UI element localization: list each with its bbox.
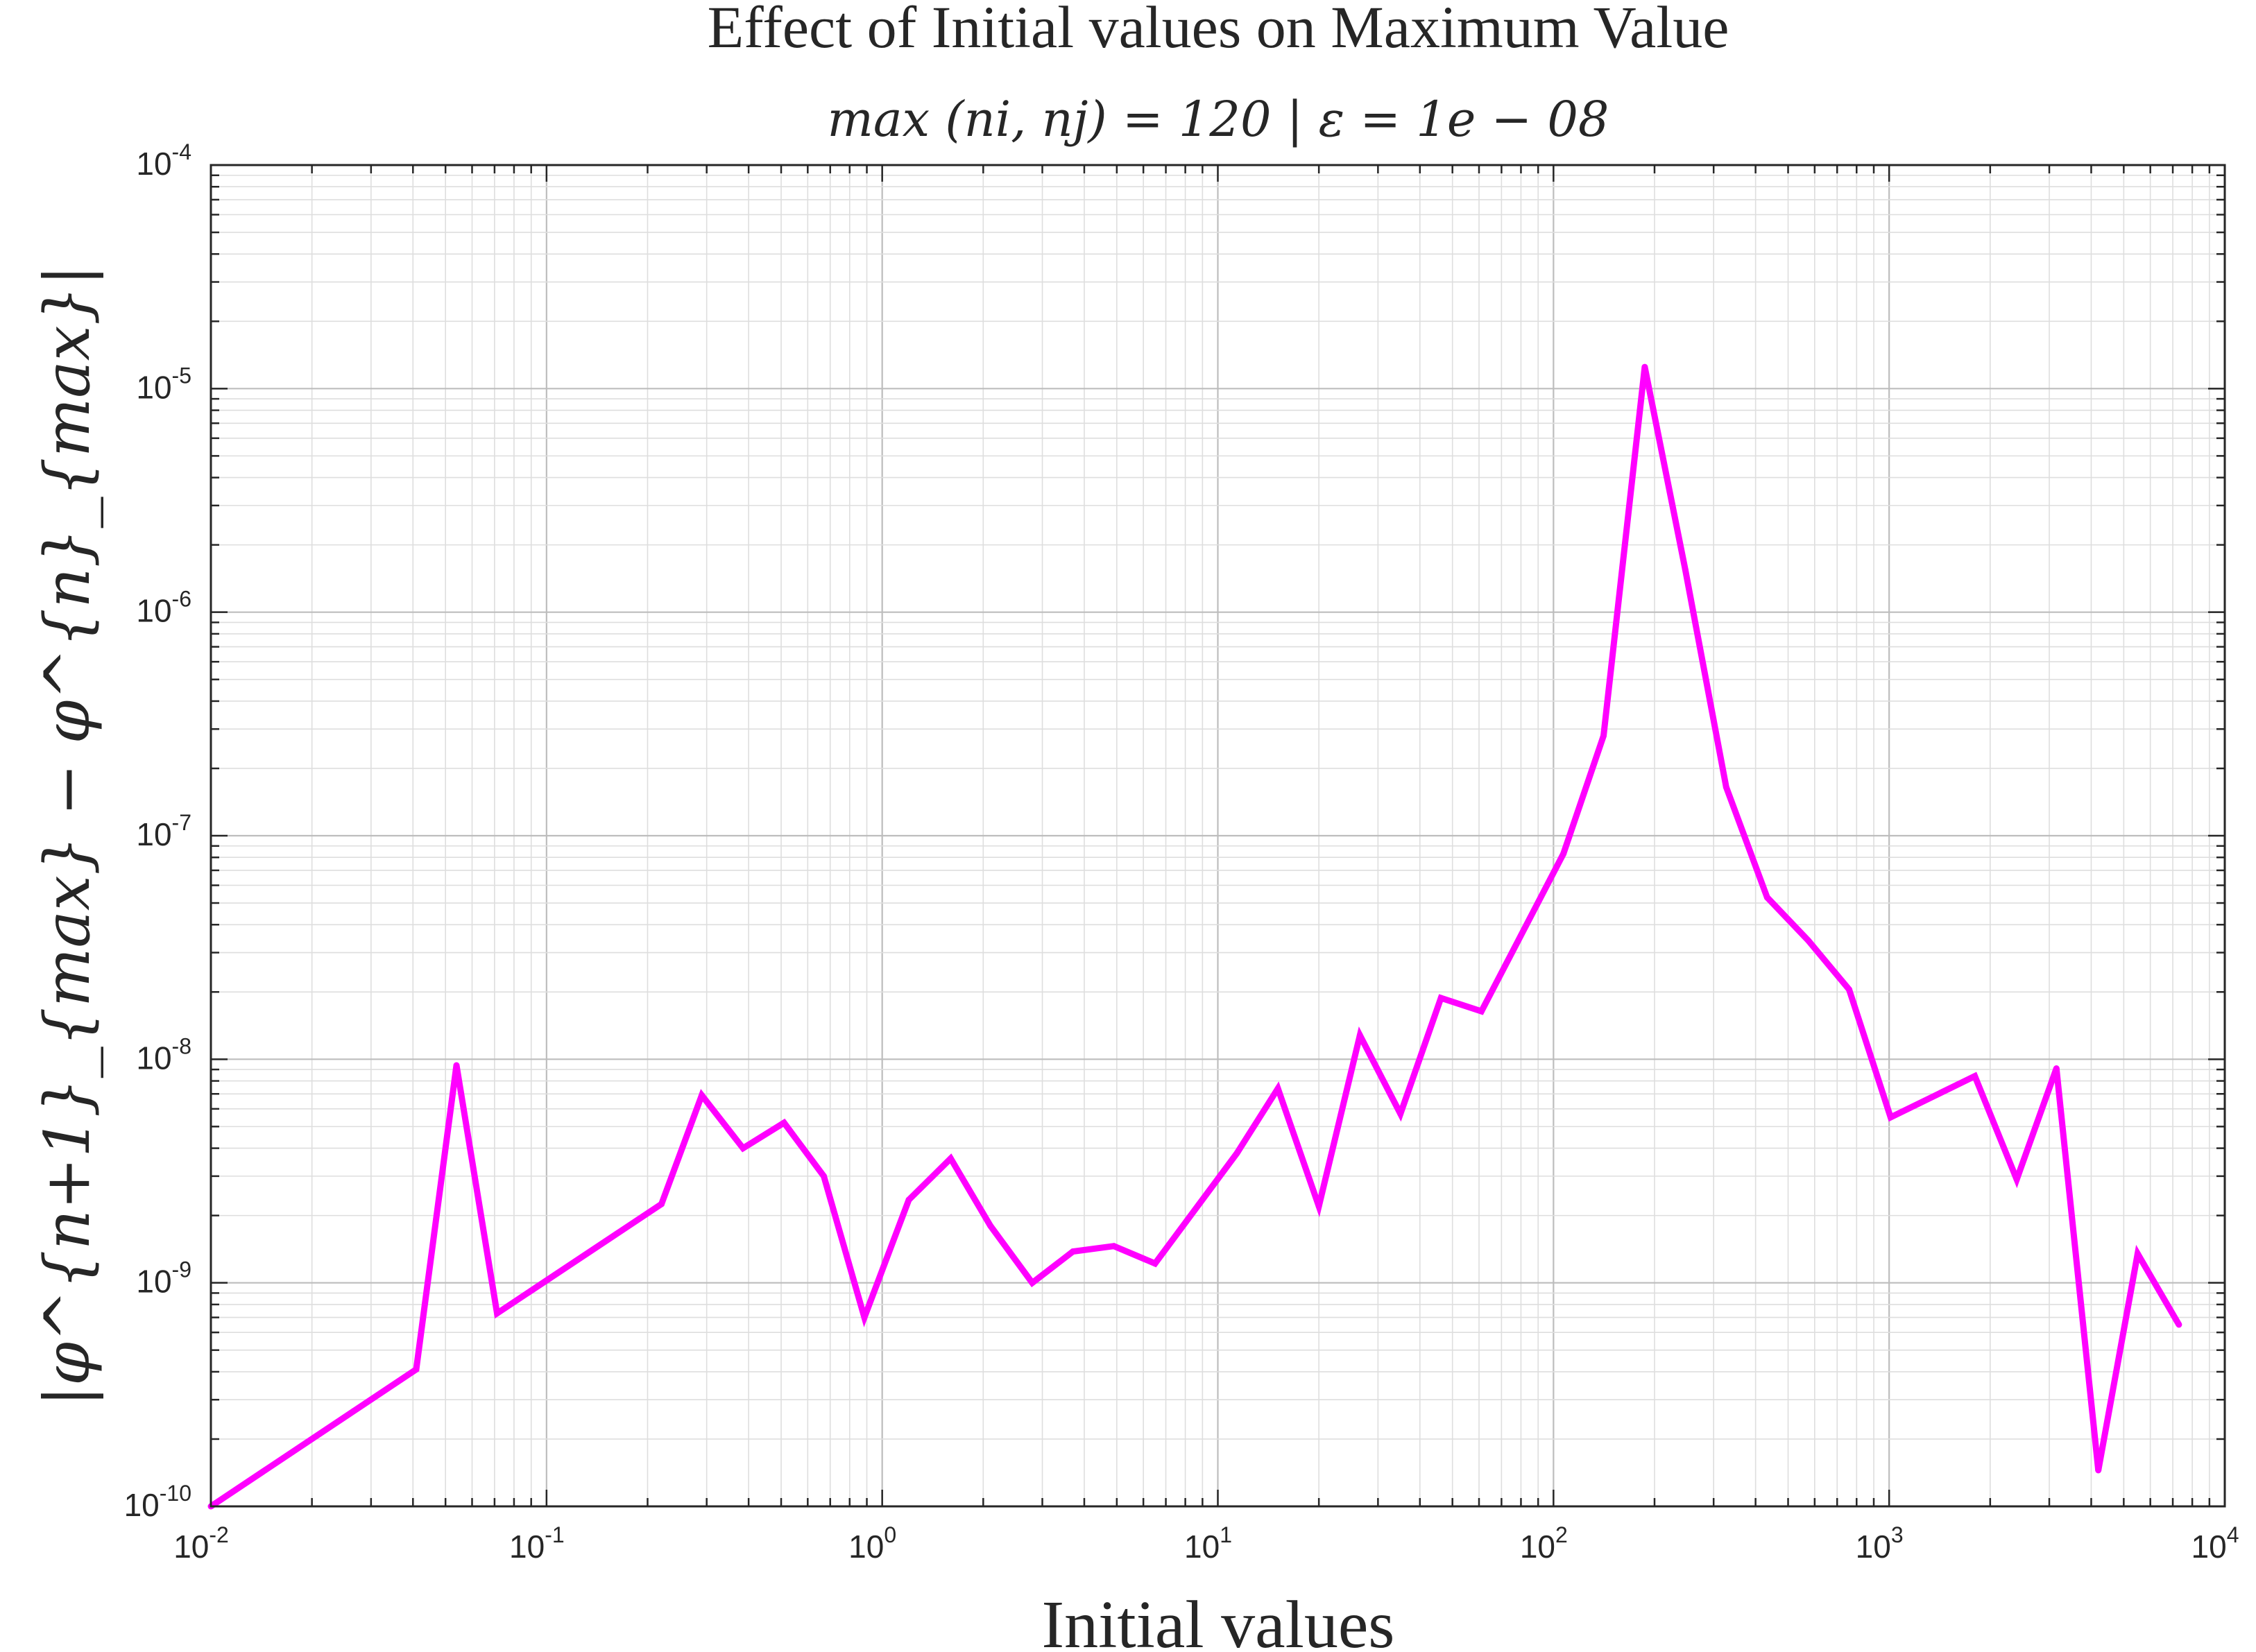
data-point [1600,732,1607,739]
y-tick-label: 10-7 [136,810,191,852]
data-point [2176,1321,2182,1328]
data-point [1029,1280,1036,1287]
x-tick-label: 100 [848,1522,896,1565]
data-point [861,1314,868,1321]
data-point [1478,1008,1485,1015]
data-point [1763,894,1770,901]
y-tick-label: 10-4 [136,139,191,182]
y-tick-label: 10-5 [136,363,191,405]
chart-subtitle: max (ni, nj) = 120 | ε = 1e − 08 [828,91,1609,148]
y-tick-label: 10-8 [136,1033,191,1076]
data-point [1682,566,1689,573]
data-point [987,1222,994,1229]
data-point [1887,1114,1894,1121]
data-point [947,1155,954,1162]
data-point [1437,995,1444,1001]
x-tick-label: 10-1 [509,1522,565,1565]
x-tick-label: 10-2 [173,1522,229,1565]
data-point [780,1119,787,1126]
y-tick-label: 10-6 [136,587,191,629]
x-tick-label: 101 [1184,1522,1232,1565]
data-point [2095,1467,2102,1474]
data-point [1641,363,1648,370]
data-point [1397,1110,1404,1117]
data-point [1233,1150,1240,1157]
data-point [1315,1203,1322,1210]
data-point [905,1196,912,1203]
x-tick-label: 104 [2191,1522,2239,1565]
data-point [2053,1065,2060,1072]
y-tick-label: 10-10 [124,1481,191,1523]
data-point [658,1201,665,1207]
tick-marks [210,165,2225,1508]
data-point [1152,1260,1159,1267]
data-point [1805,937,1811,944]
data-point [1356,1032,1363,1039]
data-point [821,1173,827,1180]
data-point [453,1062,460,1069]
y-axis-label: |φ^{n+1}_{max} − φ^{n}_{max}| [31,265,104,1406]
data-point [1846,986,1852,993]
tick-labels: 10-2 10-1 100 101 102 103 104 10-10 10-9 10-8 10-7… [124,139,2239,1565]
x-axis-label: Initial values [1042,1588,1395,1652]
chart-title: Effect of Initial values on Maximum Valu… [708,0,1729,60]
y-tick-label: 10-9 [136,1257,191,1300]
data-point [1070,1248,1077,1255]
data-point [740,1145,746,1152]
data-point [2013,1176,2020,1183]
x-tick-label: 102 [1520,1522,1568,1565]
data-point [1111,1243,1118,1250]
series-layer [207,363,2182,1510]
data-point [1560,850,1567,857]
x-tick-label: 103 [1856,1522,1904,1565]
data-point [1723,784,1729,791]
data-point [1972,1073,1979,1080]
data-point [494,1310,500,1317]
data-point [699,1092,706,1099]
data-point [2134,1250,2141,1257]
data-point [413,1366,420,1373]
data-point [1274,1085,1281,1092]
